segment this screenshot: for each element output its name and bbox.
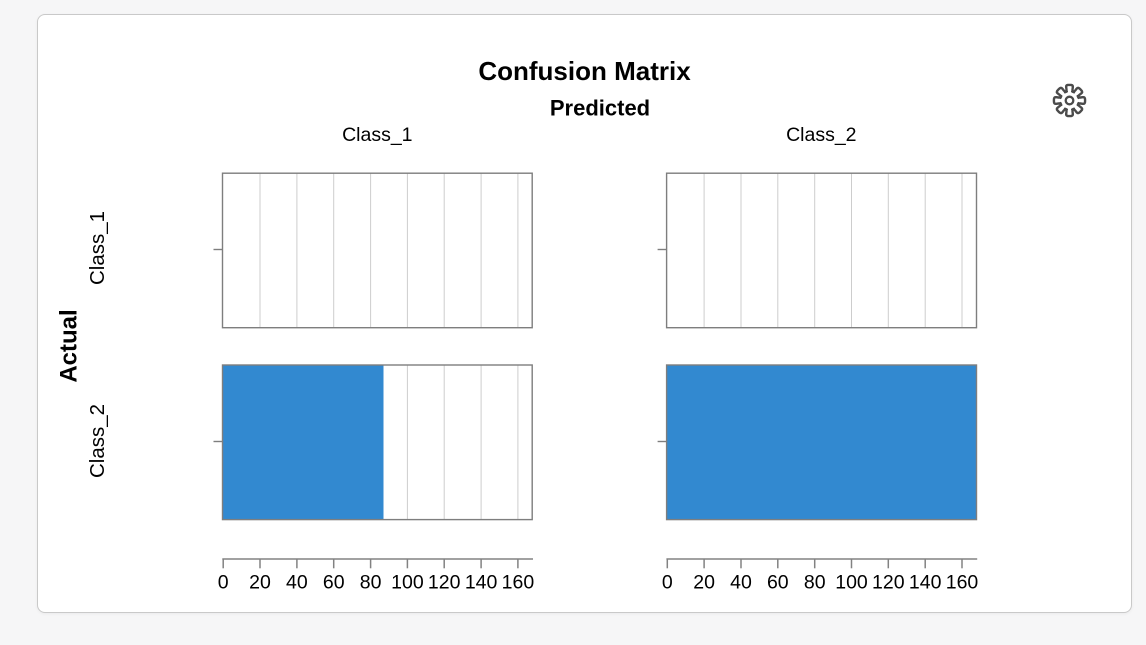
svg-text:60: 60 — [323, 572, 345, 594]
svg-text:20: 20 — [693, 572, 715, 594]
svg-text:140: 140 — [465, 572, 498, 594]
svg-text:140: 140 — [909, 572, 942, 594]
svg-text:0: 0 — [218, 572, 229, 594]
svg-text:Confusion Matrix: Confusion Matrix — [478, 56, 691, 86]
svg-text:Class_1: Class_1 — [86, 211, 109, 285]
svg-text:120: 120 — [872, 572, 905, 594]
svg-text:40: 40 — [730, 572, 752, 594]
svg-text:Class_2: Class_2 — [86, 404, 109, 478]
svg-text:Predicted: Predicted — [550, 96, 650, 121]
svg-text:60: 60 — [767, 572, 789, 594]
svg-text:Class_1: Class_1 — [342, 124, 412, 146]
svg-text:Class_2: Class_2 — [786, 124, 856, 146]
svg-text:0: 0 — [662, 572, 673, 594]
svg-text:80: 80 — [360, 572, 382, 594]
svg-text:100: 100 — [835, 572, 868, 594]
svg-text:160: 160 — [946, 572, 979, 594]
svg-text:Actual: Actual — [56, 309, 83, 382]
svg-text:120: 120 — [428, 572, 461, 594]
svg-text:20: 20 — [249, 572, 271, 594]
svg-text:160: 160 — [502, 572, 535, 594]
svg-text:80: 80 — [804, 572, 826, 594]
svg-text:40: 40 — [286, 572, 308, 594]
svg-text:100: 100 — [391, 572, 424, 594]
